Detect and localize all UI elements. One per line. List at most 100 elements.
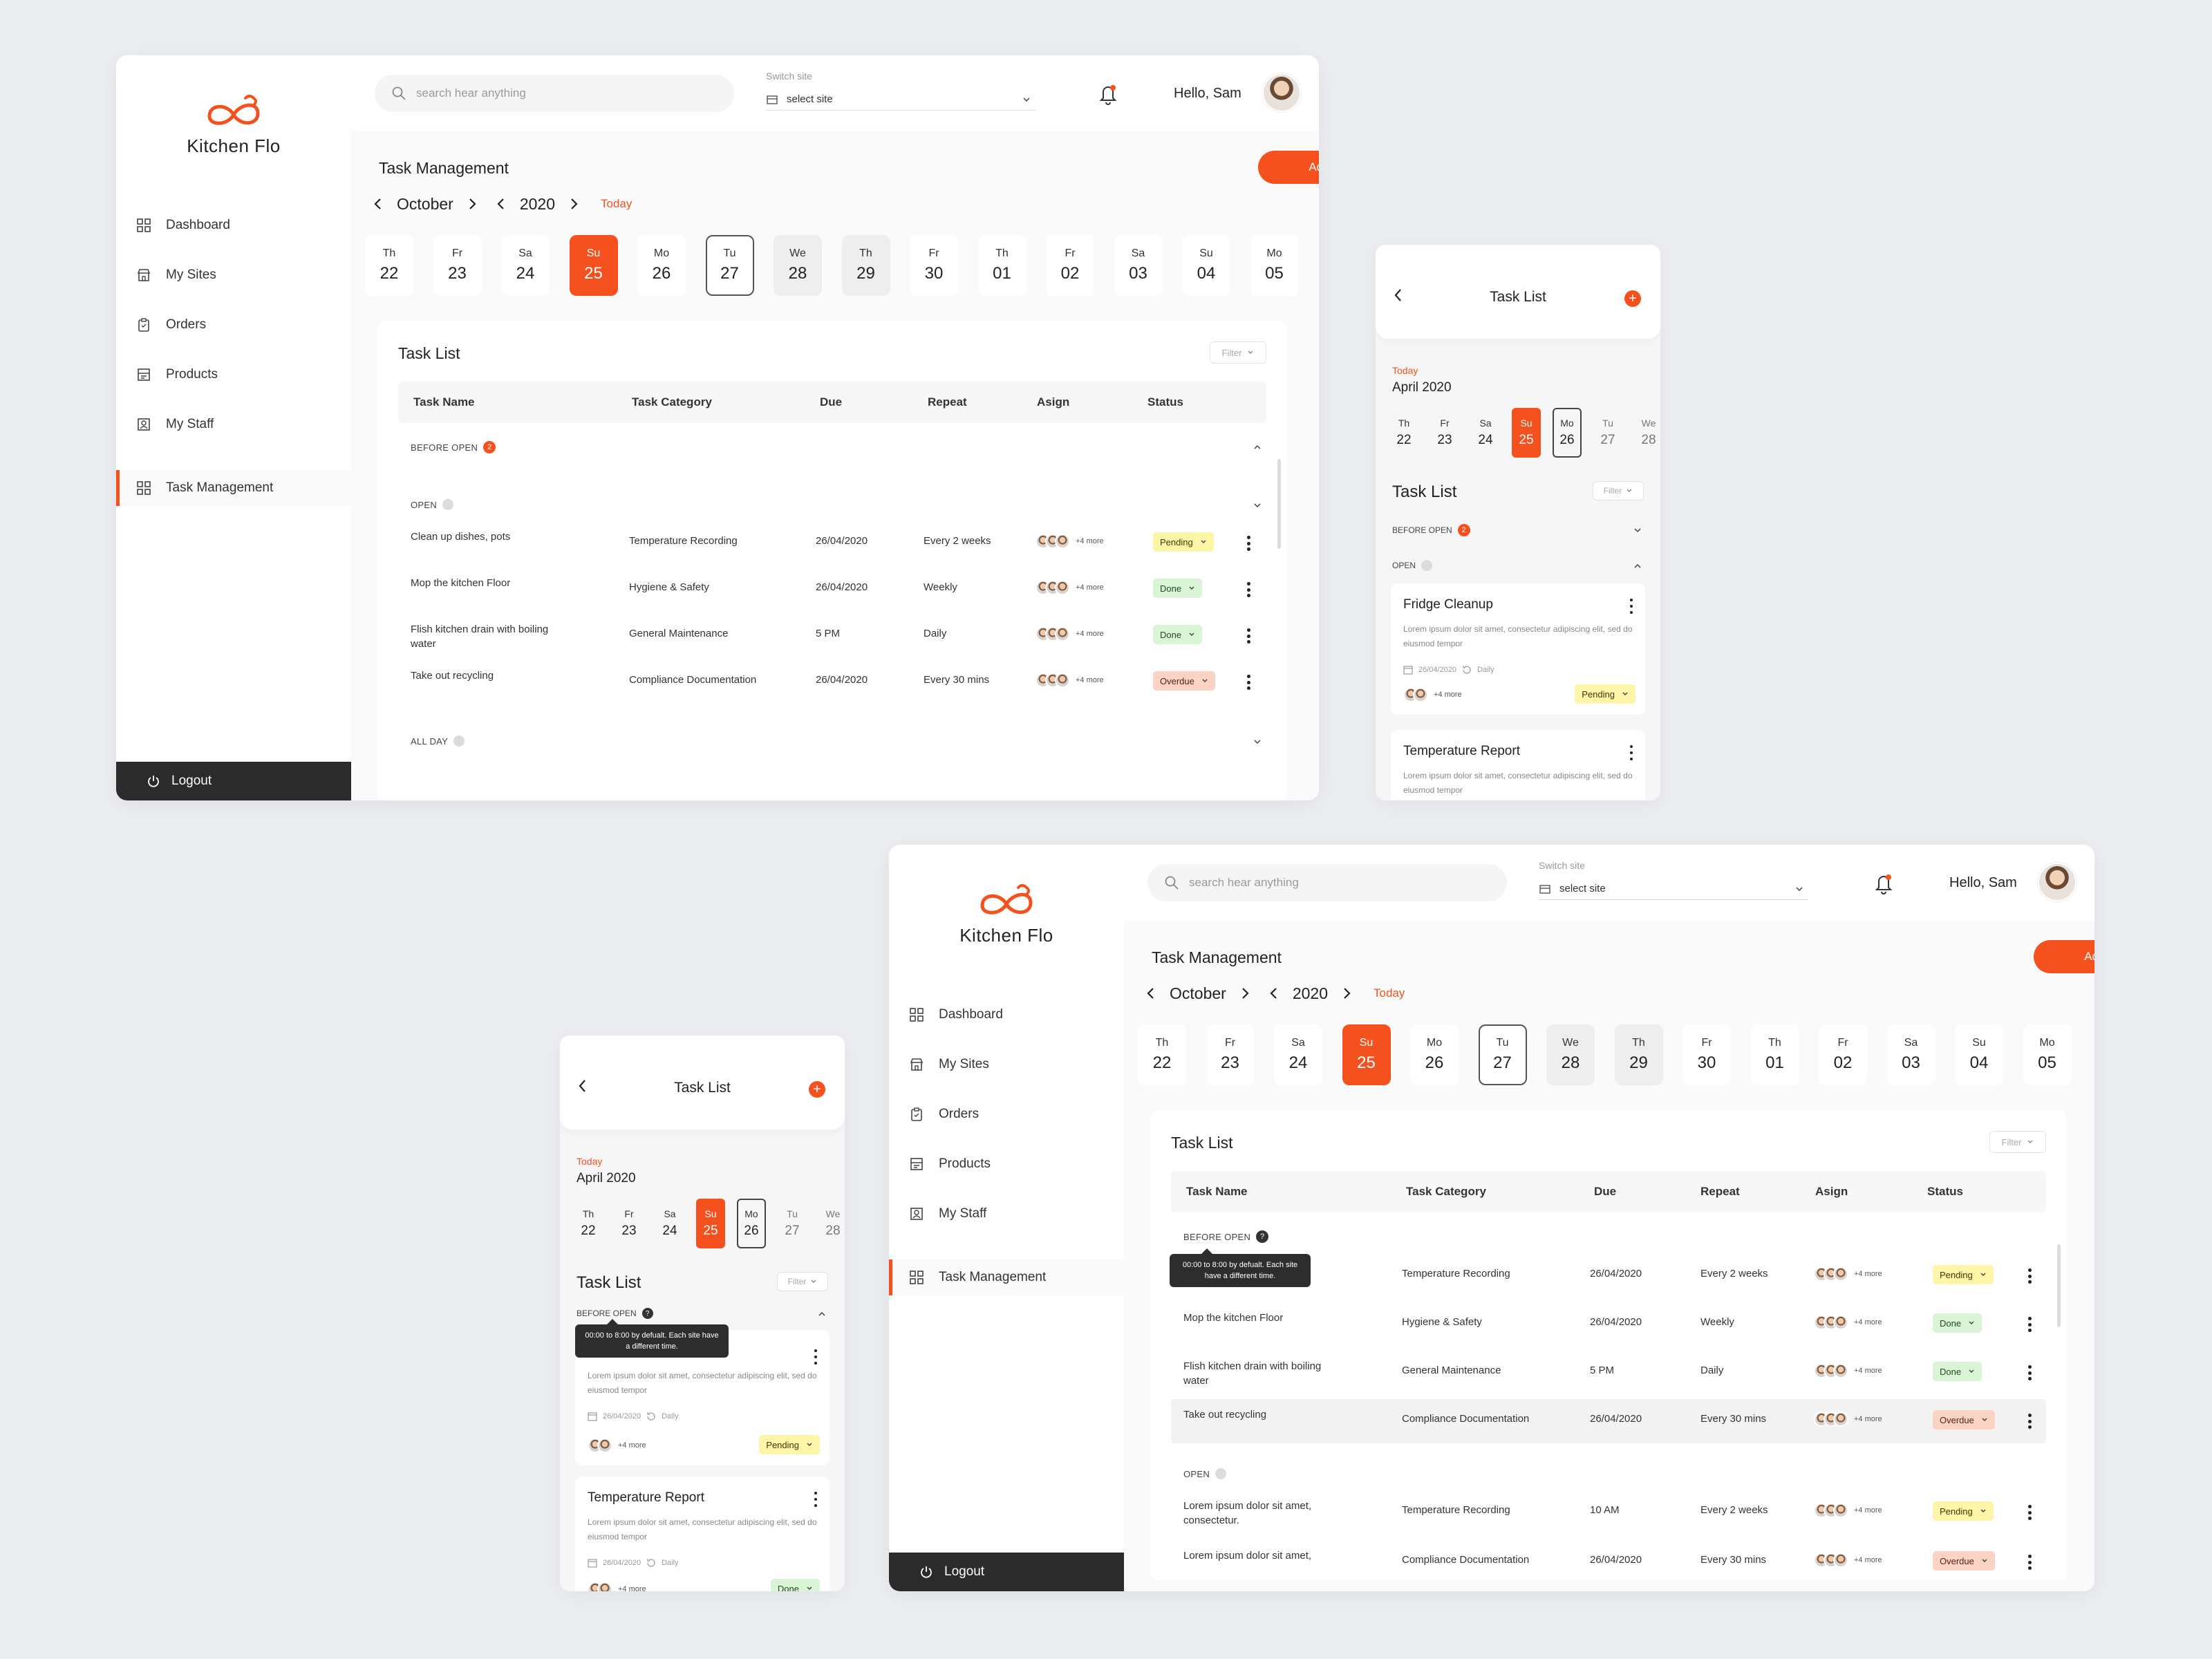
status-dropdown[interactable]: Pending: [1575, 684, 1635, 704]
info-icon[interactable]: ?: [1256, 1230, 1269, 1243]
sidebar-item-orders[interactable]: Orders: [889, 1096, 1124, 1132]
switch-site-select[interactable]: select site: [1539, 878, 1808, 900]
day-mo-26[interactable]: Mo 26: [1410, 1024, 1459, 1085]
chevron-down-icon[interactable]: [1633, 525, 1642, 535]
more-options-icon[interactable]: [1630, 745, 1634, 760]
more-options-icon[interactable]: [1246, 673, 1251, 691]
filter-dropdown[interactable]: Filter: [1989, 1131, 2046, 1153]
day-mo-26[interactable]: Mo 26: [737, 1199, 766, 1248]
day-mo-05[interactable]: Mo 05: [2023, 1024, 2072, 1085]
chevron-down-icon[interactable]: [1253, 500, 1262, 510]
day-mo-26[interactable]: Mo 26: [1553, 408, 1582, 458]
day-we-28[interactable]: We 28: [1546, 1024, 1595, 1085]
day-tu-27[interactable]: Tu 27: [778, 1199, 807, 1248]
table-row[interactable]: Flish kitchen drain with boiling water Ge…: [1171, 1351, 2046, 1395]
day-fr-30[interactable]: Fr 30: [1683, 1024, 1731, 1085]
more-options-icon[interactable]: [1246, 581, 1251, 599]
status-dropdown[interactable]: Overdue: [1933, 1410, 1995, 1430]
day-mo-26[interactable]: Mo 26: [637, 235, 686, 296]
prev-year-icon[interactable]: [1264, 983, 1284, 1004]
table-row[interactable]: Lorem ipsum dolor sit amet, consectetur.…: [1171, 1490, 2046, 1535]
search-box[interactable]: [1147, 864, 1507, 901]
status-dropdown[interactable]: Done: [1933, 1362, 1983, 1381]
logout-button[interactable]: Logout: [116, 762, 351, 800]
day-su-25[interactable]: Su 25: [696, 1199, 725, 1248]
back-icon[interactable]: [1394, 288, 1403, 303]
chevron-down-icon[interactable]: [1253, 737, 1262, 747]
today-link[interactable]: Today: [1374, 986, 1405, 1000]
filter-dropdown[interactable]: Filter: [777, 1272, 828, 1291]
switch-site[interactable]: Switch site select site: [1539, 860, 1808, 900]
sidebar-item-dashboard[interactable]: Dashboard: [889, 997, 1124, 1033]
section-before-open[interactable]: BEFORE OPEN?: [1183, 1230, 1269, 1243]
section-open[interactable]: OPEN: [1392, 560, 1433, 571]
day-th-22[interactable]: Th 22: [1138, 1024, 1186, 1085]
next-month-icon[interactable]: [462, 194, 482, 214]
status-dropdown[interactable]: Pending: [1153, 532, 1214, 552]
assignees[interactable]: +4 more: [1814, 1266, 1882, 1282]
day-tu-27[interactable]: Tu 27: [1478, 1024, 1527, 1085]
day-we-28[interactable]: We 28: [774, 235, 822, 296]
day-we-28[interactable]: We 28: [818, 1199, 845, 1248]
status-dropdown[interactable]: Done: [1153, 579, 1203, 598]
sidebar-item-products[interactable]: Products: [889, 1146, 1124, 1182]
search-box[interactable]: [375, 75, 734, 112]
add-icon[interactable]: +: [809, 1081, 825, 1098]
day-th-29[interactable]: Th 29: [1614, 1024, 1663, 1085]
sidebar-item-dashboard[interactable]: Dashboard: [116, 207, 351, 243]
more-options-icon[interactable]: [2027, 1553, 2032, 1571]
assignees[interactable]: +4 more: [1035, 580, 1104, 595]
more-options-icon[interactable]: [814, 1349, 818, 1365]
sidebar-item-products[interactable]: Products: [116, 357, 351, 393]
sidebar-item-orders[interactable]: Orders: [116, 307, 351, 343]
add-task-button[interactable]: Add Task: [1258, 151, 1319, 184]
more-options-icon[interactable]: [2027, 1503, 2032, 1521]
switch-site[interactable]: Switch site select site: [766, 71, 1035, 111]
day-th-01[interactable]: Th 01: [1750, 1024, 1799, 1085]
prev-month-icon[interactable]: [368, 194, 388, 214]
assignees[interactable]: +4 more: [1814, 1363, 1882, 1378]
filter-dropdown[interactable]: Filter: [1593, 481, 1644, 500]
logout-button[interactable]: Logout: [889, 1553, 1124, 1591]
day-fr-30[interactable]: Fr 30: [910, 235, 958, 296]
assignees[interactable]: +4 more: [1035, 626, 1104, 641]
day-fr-02[interactable]: Fr 02: [1046, 235, 1094, 296]
status-dropdown[interactable]: Pending: [1933, 1501, 1994, 1521]
add-task-button[interactable]: Add Task: [2034, 940, 2094, 973]
bell-icon[interactable]: [1098, 82, 1118, 105]
more-options-icon[interactable]: [1630, 599, 1634, 614]
assignees[interactable]: +4 more: [1403, 687, 1462, 702]
day-su-04[interactable]: Su 04: [1182, 235, 1230, 296]
next-month-icon[interactable]: [1235, 983, 1255, 1004]
status-dropdown[interactable]: Done: [1153, 625, 1203, 644]
section-all-day[interactable]: ALL DAY: [411, 735, 465, 747]
more-options-icon[interactable]: [2027, 1315, 2032, 1333]
info-icon[interactable]: ?: [641, 1308, 653, 1319]
more-options-icon[interactable]: [2027, 1412, 2032, 1430]
sidebar-item-my-sites[interactable]: My Sites: [889, 1047, 1124, 1082]
filter-dropdown[interactable]: Filter: [1210, 341, 1266, 364]
day-fr-02[interactable]: Fr 02: [1819, 1024, 1867, 1085]
section-open[interactable]: OPEN: [411, 499, 454, 510]
table-row[interactable]: Mop the kitchen Floor Hygiene & Safety 26/…: [398, 568, 1266, 612]
day-su-25[interactable]: Su 25: [1342, 1024, 1391, 1085]
sidebar-item-my-staff[interactable]: My Staff: [889, 1196, 1124, 1232]
switch-site-select[interactable]: select site: [766, 88, 1035, 111]
prev-month-icon[interactable]: [1141, 983, 1161, 1004]
assignees[interactable]: +4 more: [1814, 1315, 1882, 1330]
day-th-29[interactable]: Th 29: [841, 235, 890, 296]
more-options-icon[interactable]: [2027, 1267, 2032, 1285]
day-su-25[interactable]: Su 25: [569, 235, 618, 296]
task-card[interactable]: Temperature Report Lorem ipsum dolor sit…: [1391, 730, 1645, 800]
table-row[interactable]: Flish kitchen drain with boiling water Ge…: [398, 614, 1266, 658]
table-row[interactable]: Clean up dishes, pots Temperature Recordi…: [398, 521, 1266, 565]
assignees[interactable]: +4 more: [588, 1582, 646, 1591]
day-mo-05[interactable]: Mo 05: [1250, 235, 1299, 296]
section-open[interactable]: OPEN: [1183, 1468, 1227, 1479]
more-options-icon[interactable]: [814, 1492, 818, 1507]
table-row[interactable]: Take out recycling Compliance Documentati…: [398, 660, 1266, 704]
day-th-22[interactable]: Th 22: [365, 235, 413, 296]
assignees[interactable]: +4 more: [588, 1438, 646, 1453]
day-fr-23[interactable]: Fr 23: [433, 235, 482, 296]
assignees[interactable]: +4 more: [1814, 1553, 1882, 1568]
